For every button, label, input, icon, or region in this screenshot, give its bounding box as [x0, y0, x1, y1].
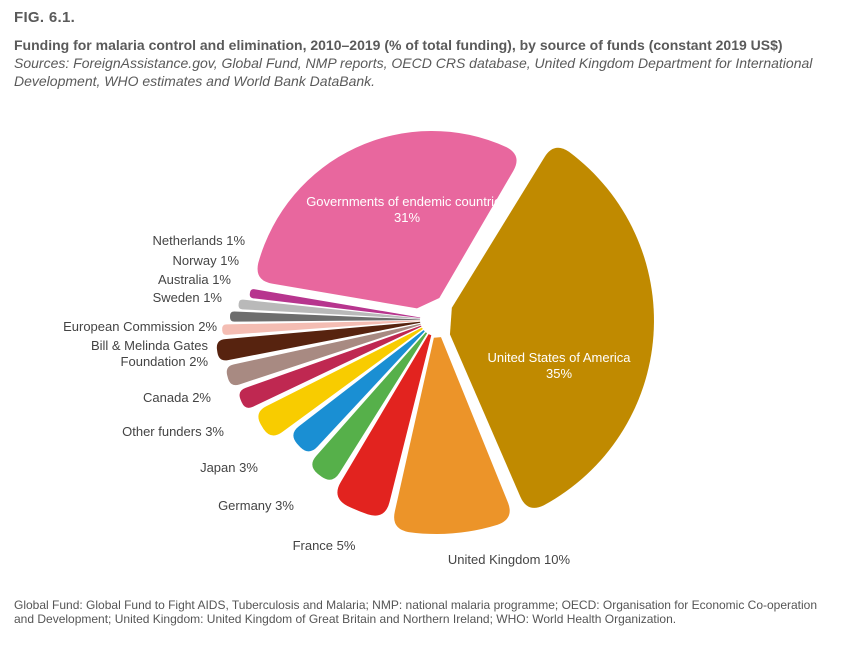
pie-slice-japan: [293, 330, 425, 452]
slice-label-line: 35%: [546, 366, 572, 381]
slice-label-line: Bill & Melinda Gates: [91, 338, 209, 353]
slice-label: Japan 3%: [200, 460, 258, 475]
pie-slice-other-funders: [258, 327, 423, 436]
slice-label-line: Foundation 2%: [121, 354, 209, 369]
figure-title: Funding for malaria control and eliminat…: [14, 37, 783, 53]
slice-label-line: United States of America: [487, 350, 631, 365]
slice-label: Other funders 3%: [122, 424, 224, 439]
slice-label-line: 31%: [394, 210, 420, 225]
slice-label-line: France 5%: [293, 538, 356, 553]
slice-label: Norway 1%: [173, 253, 240, 268]
pie-slice-australia: [230, 311, 421, 322]
pie-slice-germany: [312, 332, 428, 480]
slice-label-line: European Commission 2%: [63, 319, 217, 334]
slice-label-line: Germany 3%: [218, 498, 294, 513]
slice-label: France 5%: [293, 538, 356, 553]
slice-label: Sweden 1%: [153, 290, 223, 305]
pie-labels: Governments of endemic countries 31% Unite…: [63, 194, 631, 567]
pie-slice-canada: [239, 325, 422, 408]
slice-label-line: Other funders 3%: [122, 424, 224, 439]
pie-slice-sweden: [222, 320, 421, 335]
slice-label-line: Australia 1%: [158, 272, 231, 287]
slice-label: Bill & Melinda Gates Foundation 2%: [91, 338, 209, 369]
pie-slice-norway: [238, 299, 421, 319]
slice-label: Australia 1%: [158, 272, 231, 287]
slice-label: European Commission 2%: [63, 319, 217, 334]
pie-slice-bill-melinda-gates-foundation: [226, 323, 421, 386]
pie-slice-governments-of-endemic-countries: [257, 130, 517, 309]
slice-label-line: Norway 1%: [173, 253, 240, 268]
pie-slice-france: [337, 334, 432, 516]
slice-label: United Kingdom 10%: [448, 552, 571, 567]
slice-label-line: Sweden 1%: [153, 290, 223, 305]
slice-label-line: Canada 2%: [143, 390, 211, 405]
pie-slice-united-kingdom: [394, 337, 510, 534]
slice-label: Germany 3%: [218, 498, 294, 513]
slice-label-line: United Kingdom 10%: [448, 552, 571, 567]
slice-label: Netherlands 1%: [153, 233, 246, 248]
footnote: Global Fund: Global Fund to Fight AIDS, …: [14, 598, 818, 626]
pie-slices: [216, 130, 654, 534]
figure-sources: Sources: ForeignAssistance.gov, Global F…: [14, 55, 813, 89]
pie-slice-netherlands: [249, 289, 421, 318]
slice-label-line: Japan 3%: [200, 460, 258, 475]
slice-label: Canada 2%: [143, 390, 211, 405]
pie-slice-european-commission: [216, 321, 421, 361]
figure-caption: Funding for malaria control and eliminat…: [14, 36, 832, 90]
figure-label: FIG. 6.1.: [14, 9, 76, 26]
slice-label: Governments of endemic countries 31%: [306, 194, 508, 225]
pie-slice-united-states-of-america: [449, 147, 654, 508]
slice-label-line: Netherlands 1%: [153, 233, 246, 248]
slice-label: United States of America 35%: [487, 350, 631, 381]
slice-label-line: Governments of endemic countries: [306, 194, 508, 209]
